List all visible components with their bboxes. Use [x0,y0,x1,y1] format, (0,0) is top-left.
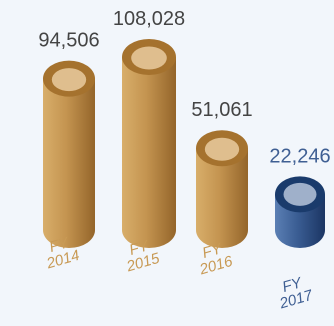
category-label-line1: FY [47,234,71,256]
value-label: 22,246 [269,145,330,167]
bar-top-face [204,137,240,161]
value-label: 108,028 [113,8,185,30]
bar-top-face [283,182,317,206]
bar-body [122,57,176,248]
bar-body [196,148,248,248]
bar-top-face [51,68,87,92]
bar-2017 [275,176,325,248]
bar-2015 [122,39,176,248]
bar-body [43,78,95,248]
category-label-line1: FY [127,237,151,259]
category-label-line2: 2014 [44,247,82,273]
bar-2014 [43,60,95,248]
bar-2016 [196,130,248,248]
value-label: 94,506 [38,30,99,52]
value-label: 51,061 [191,99,252,121]
category-label-line1: FY [200,240,224,262]
value-labels-layer: 94,506 108,028 51,061 22,246 [38,8,330,167]
bar-top-face [131,46,167,70]
bars-layer [43,39,325,248]
category-label-line1: FY [280,274,304,296]
